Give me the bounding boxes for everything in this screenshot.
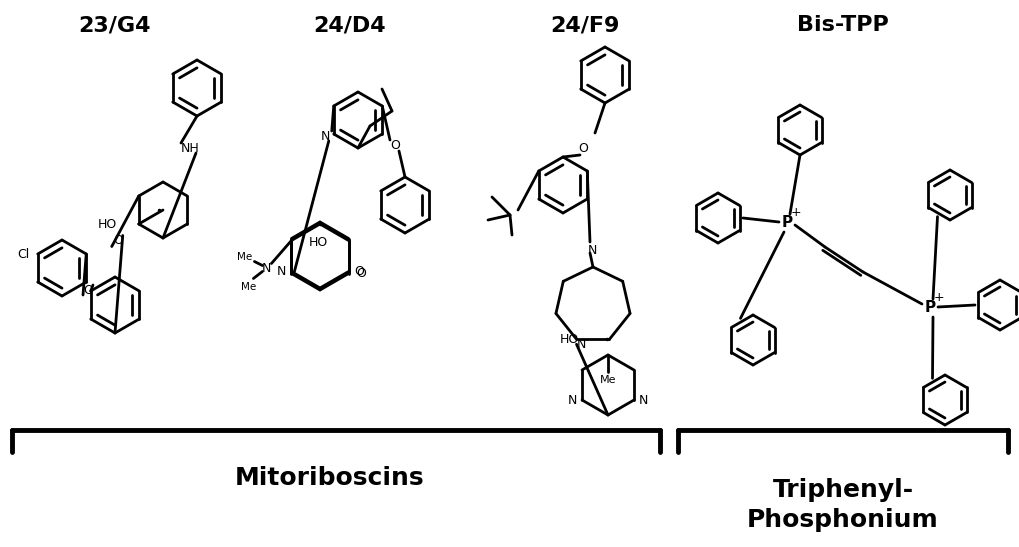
Text: 24/F9: 24/F9 <box>550 15 620 35</box>
Text: N: N <box>277 265 286 278</box>
Text: +: + <box>932 290 944 304</box>
Text: HO: HO <box>559 333 579 346</box>
Text: 24/D4: 24/D4 <box>314 15 386 35</box>
Text: +: + <box>790 206 801 218</box>
Text: O: O <box>357 267 366 280</box>
Text: Bis-TPP: Bis-TPP <box>796 15 888 35</box>
Text: N: N <box>262 262 271 275</box>
Text: N: N <box>638 393 648 406</box>
Text: O: O <box>113 234 122 247</box>
Text: N: N <box>321 130 330 143</box>
Text: O: O <box>355 265 364 278</box>
Text: HO: HO <box>98 218 116 230</box>
Text: Me: Me <box>236 252 252 261</box>
Text: Me: Me <box>599 375 615 385</box>
Text: Phosphonium: Phosphonium <box>746 508 937 532</box>
Text: P: P <box>781 214 792 230</box>
Text: N: N <box>587 243 596 257</box>
Text: P: P <box>923 300 934 315</box>
Text: O: O <box>389 138 399 152</box>
Text: N: N <box>577 337 586 351</box>
Text: O: O <box>578 142 587 154</box>
Text: Mitoriboscins: Mitoriboscins <box>235 466 424 490</box>
Text: Triphenyl-: Triphenyl- <box>771 478 913 502</box>
Text: N: N <box>568 393 577 406</box>
Text: NH: NH <box>180 142 199 154</box>
Text: Me: Me <box>240 282 256 292</box>
Text: O: O <box>83 283 93 296</box>
Text: 23/G4: 23/G4 <box>78 15 151 35</box>
Text: Cl: Cl <box>17 247 30 260</box>
Text: HO: HO <box>308 236 327 248</box>
